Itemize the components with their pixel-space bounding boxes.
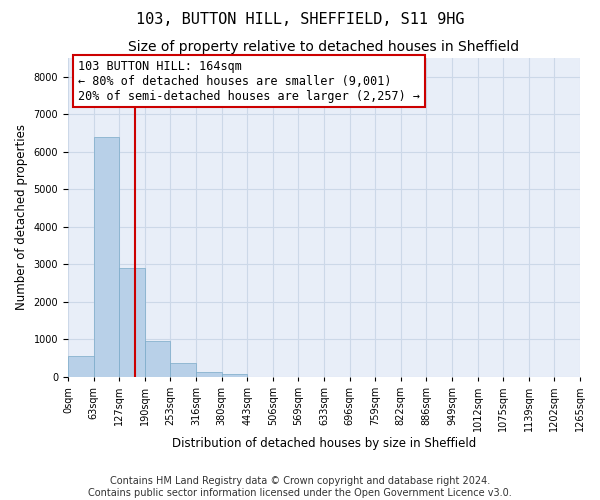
Bar xyxy=(221,374,247,377)
Bar xyxy=(170,363,196,377)
Y-axis label: Number of detached properties: Number of detached properties xyxy=(15,124,28,310)
Text: Contains HM Land Registry data © Crown copyright and database right 2024.
Contai: Contains HM Land Registry data © Crown c… xyxy=(88,476,512,498)
Text: 103, BUTTON HILL, SHEFFIELD, S11 9HG: 103, BUTTON HILL, SHEFFIELD, S11 9HG xyxy=(136,12,464,28)
Title: Size of property relative to detached houses in Sheffield: Size of property relative to detached ho… xyxy=(128,40,520,54)
Bar xyxy=(94,136,119,377)
X-axis label: Distribution of detached houses by size in Sheffield: Distribution of detached houses by size … xyxy=(172,437,476,450)
Bar xyxy=(68,356,94,377)
Bar xyxy=(145,342,170,377)
Bar xyxy=(119,268,145,377)
Bar xyxy=(196,372,221,377)
Text: 103 BUTTON HILL: 164sqm
← 80% of detached houses are smaller (9,001)
20% of semi: 103 BUTTON HILL: 164sqm ← 80% of detache… xyxy=(78,60,420,102)
